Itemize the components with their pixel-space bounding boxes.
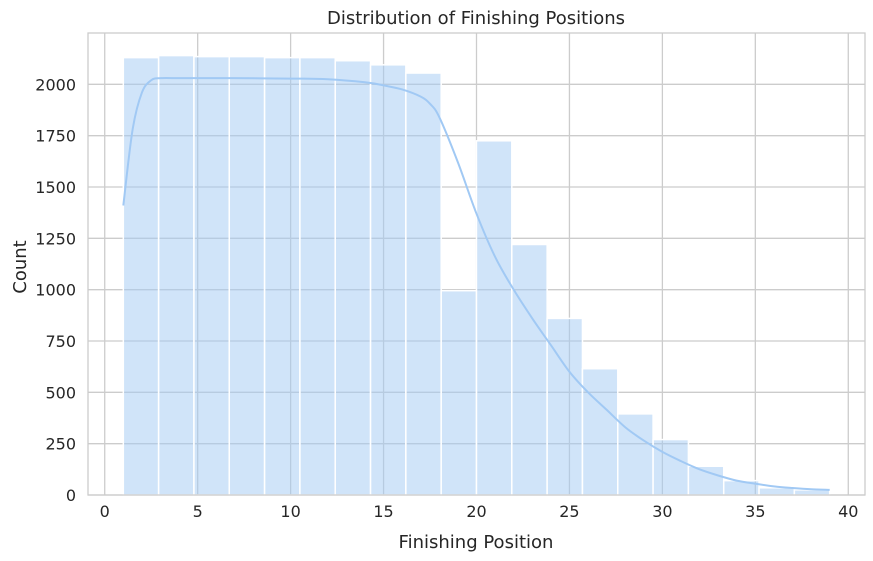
histogram-bar — [652, 438, 690, 496]
histogram-bar — [228, 55, 266, 496]
y-tick-label: 250 — [45, 435, 76, 454]
histogram-bars — [122, 54, 831, 496]
histogram-bar — [299, 56, 336, 496]
x-tick-label: 20 — [466, 502, 486, 521]
x-axis-label: Finishing Position — [399, 532, 554, 553]
histogram-bar — [475, 140, 513, 496]
histogram-bar — [405, 72, 442, 496]
histogram-bar — [334, 59, 372, 496]
kde-curve — [122, 77, 830, 491]
histogram-bar — [687, 465, 725, 496]
histogram-bar — [546, 317, 584, 496]
y-tick-label: 1500 — [35, 178, 76, 197]
histogram-bar — [617, 413, 654, 496]
x-tick-label: 5 — [193, 502, 203, 521]
plot-frame — [87, 32, 866, 496]
histogram-bar — [511, 243, 548, 496]
y-tick-label: 1250 — [35, 229, 76, 248]
histogram-bar — [758, 487, 796, 496]
y-tick-label: 0 — [66, 486, 76, 505]
y-tick-label: 500 — [45, 383, 76, 402]
tick-labels: 0 5 10 15 20 25 30 35 40 0 250 500 750 1000 1250 1500 17… — [35, 75, 858, 521]
histogram-bar — [440, 289, 478, 496]
histogram-bar — [193, 55, 231, 496]
histogram-bar — [122, 56, 160, 496]
y-axis-label: Count — [10, 240, 31, 293]
histogram-bar — [263, 56, 301, 496]
x-tick-label: 40 — [838, 502, 858, 521]
histogram-bar — [157, 54, 195, 496]
y-tick-label: 1750 — [35, 127, 76, 146]
y-tick-label: 2000 — [35, 75, 76, 94]
x-tick-label: 25 — [559, 502, 579, 521]
chart-title: Distribution of Finishing Positions — [327, 8, 625, 29]
y-tick-label: 1000 — [35, 281, 76, 300]
x-tick-label: 30 — [652, 502, 672, 521]
histogram-bar — [369, 64, 407, 496]
histogram-bar — [581, 367, 619, 496]
x-tick-label: 15 — [373, 502, 393, 521]
x-tick-label: 35 — [745, 502, 765, 521]
y-tick-label: 750 — [45, 332, 76, 351]
x-tick-label: 10 — [280, 502, 300, 521]
x-tick-label: 0 — [100, 502, 110, 521]
